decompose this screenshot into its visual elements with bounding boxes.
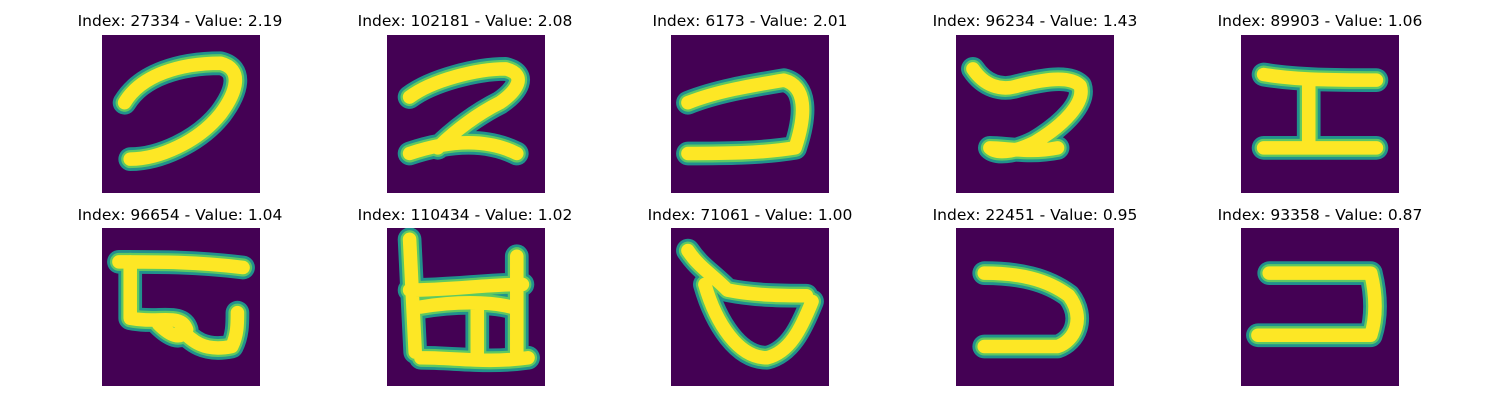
hook-stroke-glyph bbox=[671, 35, 829, 193]
glyph-strokes bbox=[397, 228, 540, 373]
glyph-strokes bbox=[676, 238, 824, 370]
stroke-core bbox=[977, 266, 1084, 354]
stroke-core bbox=[402, 232, 535, 368]
bracket-stroke-glyph bbox=[1241, 228, 1399, 386]
glyph-strokes bbox=[397, 57, 530, 166]
glyph-strokes bbox=[961, 57, 1093, 164]
panel-title: Index: 27334 - Value: 2.19 bbox=[77, 12, 283, 30]
stroke-core bbox=[966, 62, 1088, 159]
panel-title: Index: 71061 - Value: 1.00 bbox=[647, 206, 853, 224]
glyph-strokes bbox=[1251, 62, 1389, 160]
z-like-stroke-glyph bbox=[387, 35, 545, 193]
panel-title: Index: 93358 - Value: 0.87 bbox=[1217, 206, 1423, 224]
panel-title: Index: 89903 - Value: 1.06 bbox=[1217, 12, 1423, 30]
cup-stroke-glyph bbox=[671, 228, 829, 386]
image-background bbox=[956, 228, 1114, 386]
glyph-strokes bbox=[107, 250, 255, 360]
panel-title: Index: 22451 - Value: 0.95 bbox=[932, 206, 1138, 224]
stroke-core bbox=[112, 255, 250, 355]
panel-title: Index: 96654 - Value: 1.04 bbox=[77, 206, 283, 224]
panel-title: Index: 110434 - Value: 1.02 bbox=[357, 206, 573, 224]
stroke-core bbox=[1251, 266, 1382, 342]
reversed-c-glyph bbox=[956, 228, 1114, 386]
stroke-core bbox=[1256, 67, 1384, 155]
glyph-strokes bbox=[1246, 261, 1387, 348]
image-background bbox=[956, 35, 1114, 193]
panel-title: Index: 102181 - Value: 2.08 bbox=[357, 12, 573, 30]
stroke-core bbox=[681, 243, 819, 365]
panel-title: Index: 96234 - Value: 1.43 bbox=[932, 12, 1138, 30]
glyph-strokes bbox=[972, 261, 1090, 359]
glyph-strokes bbox=[676, 68, 815, 166]
curved-stroke-glyph bbox=[102, 35, 260, 193]
i-beam-glyph bbox=[1241, 35, 1399, 193]
wavy-stroke-glyph bbox=[956, 35, 1114, 193]
stroke-core bbox=[681, 73, 810, 161]
glyph-strokes bbox=[112, 51, 248, 171]
stroke-core bbox=[117, 56, 243, 166]
boxy-stroke-glyph bbox=[102, 228, 260, 386]
stroke-core bbox=[402, 62, 525, 161]
grid-stroke-glyph bbox=[387, 228, 545, 386]
panel-title: Index: 6173 - Value: 2.01 bbox=[652, 12, 848, 30]
